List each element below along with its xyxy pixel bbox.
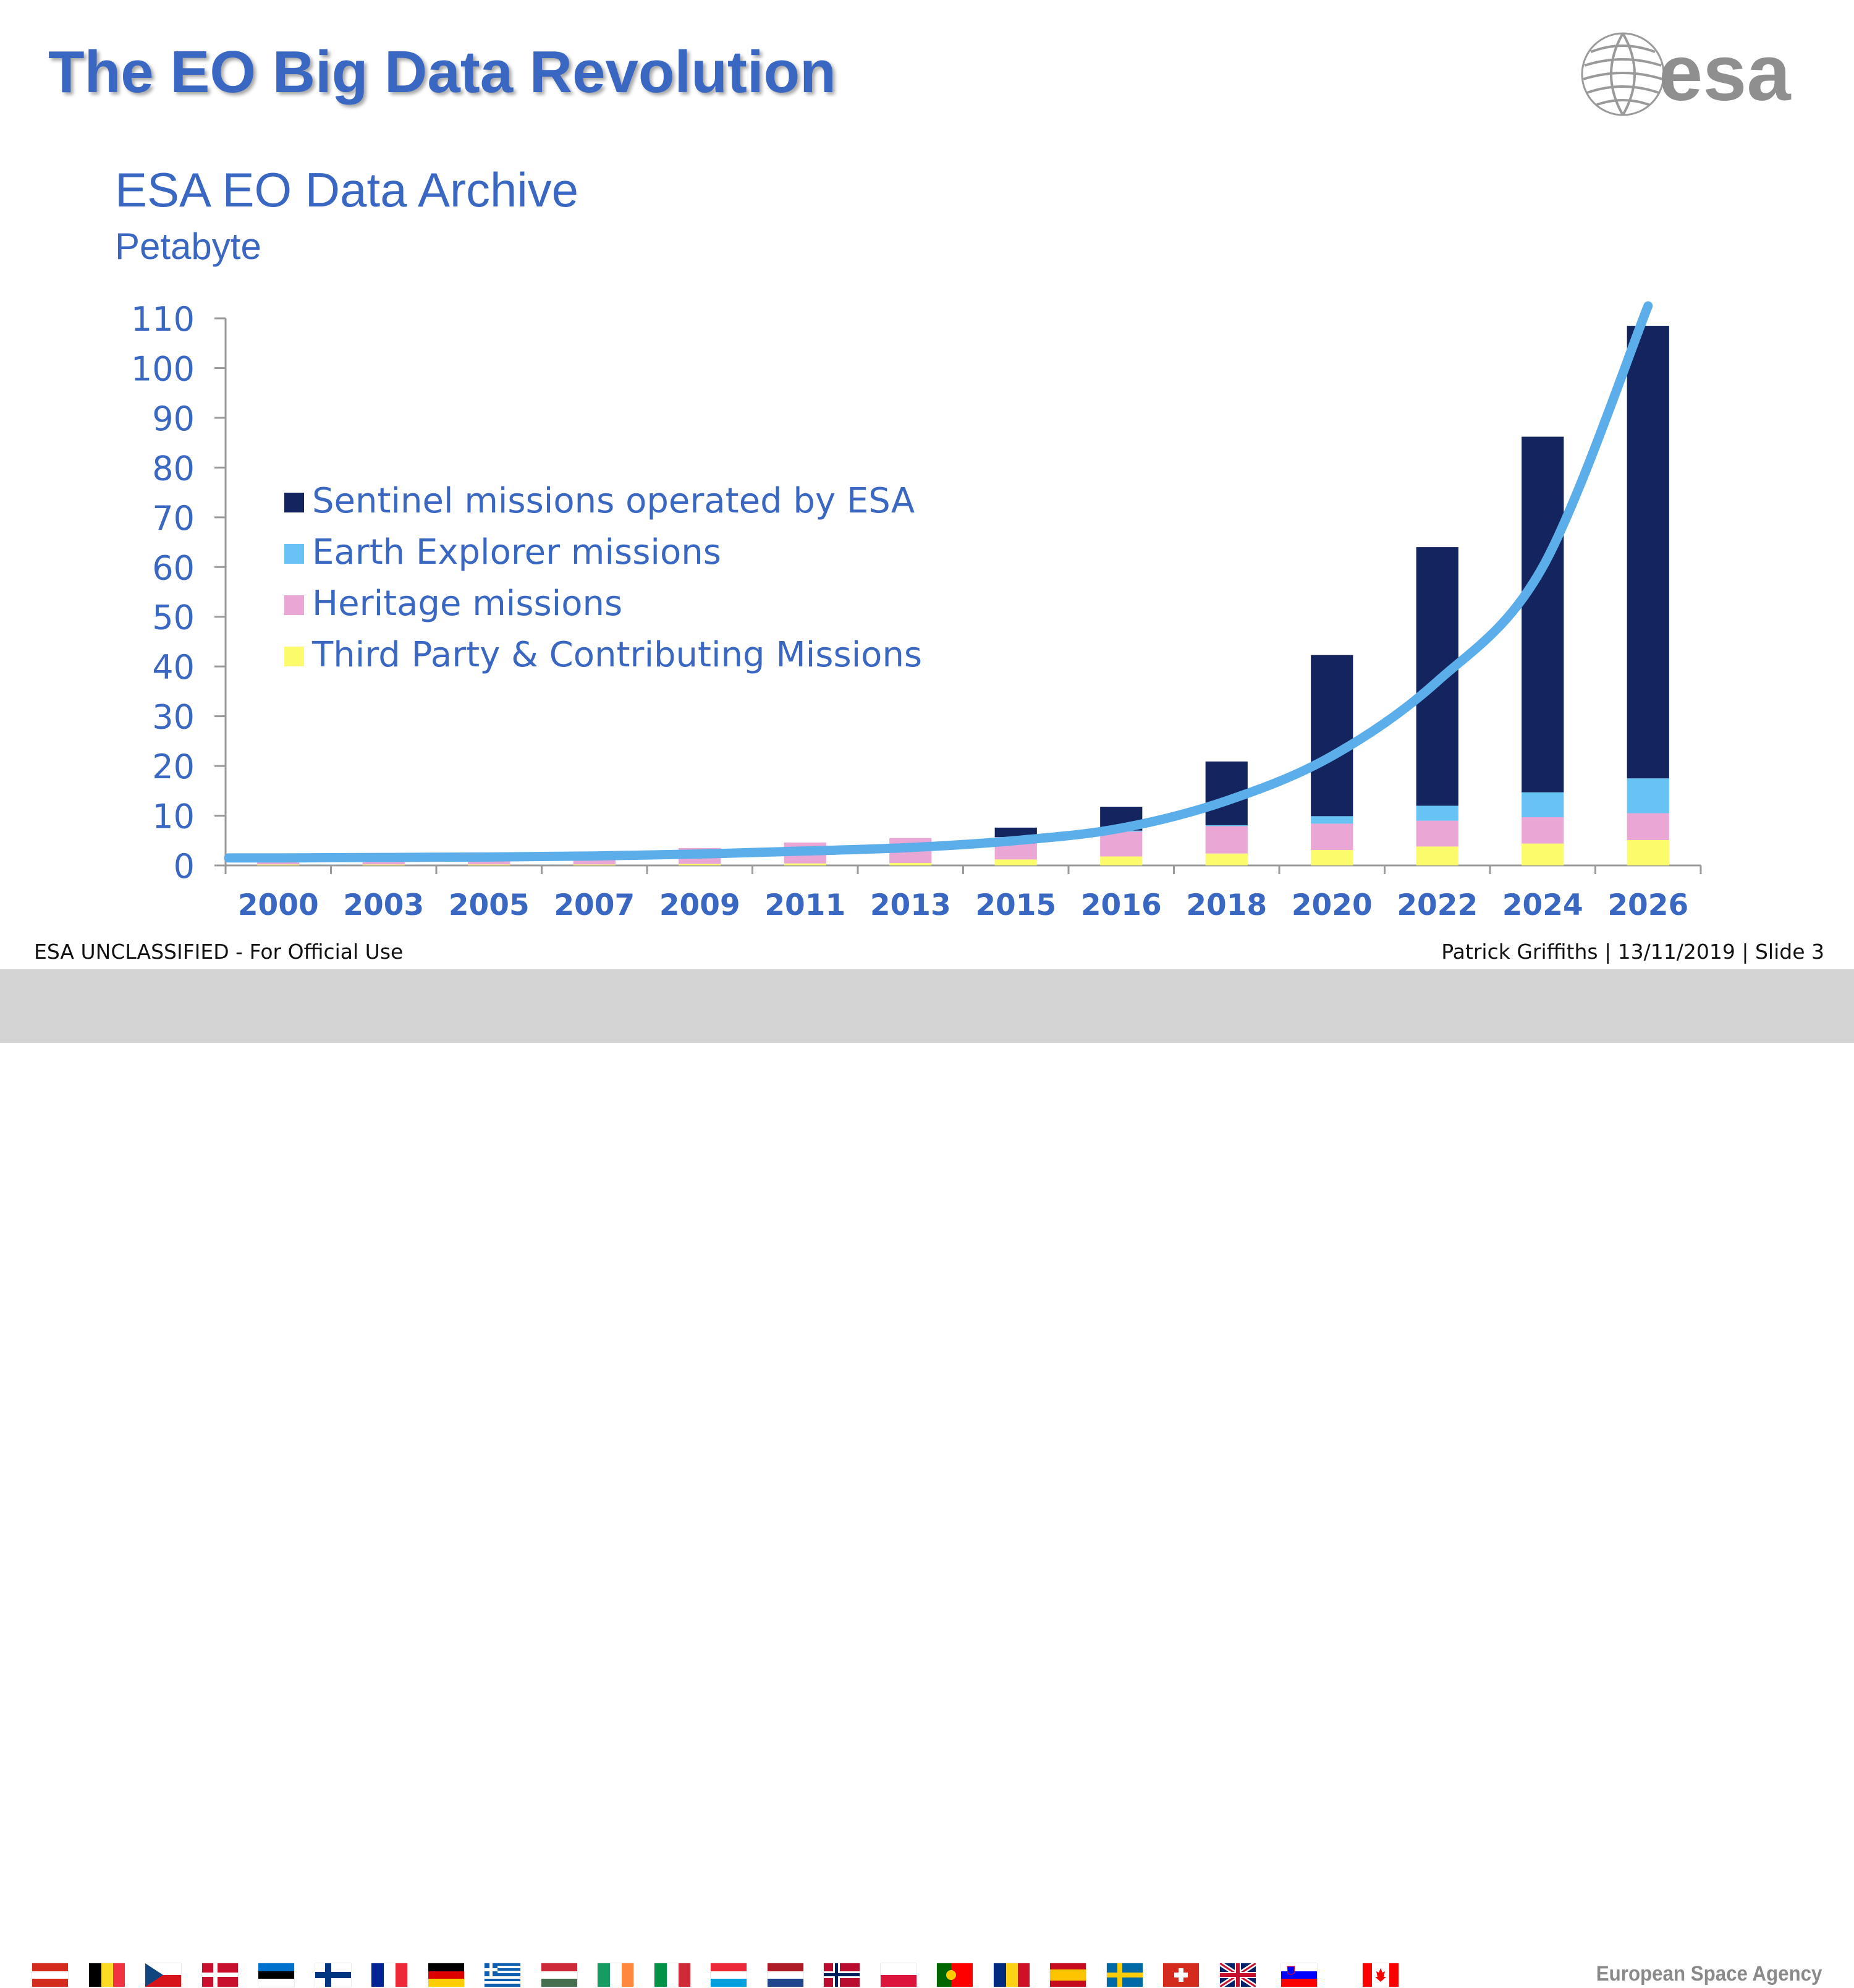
legend-swatch [284,595,304,615]
x-tick-label: 2003 [343,888,424,922]
portugal-flag [937,1963,973,1987]
bar-earth-explorer-missions-2020 [1311,816,1353,824]
y-tick-label: 90 [152,399,195,438]
legend-label: Third Party & Contributing Missions [311,635,922,675]
x-tick-label: 2013 [870,888,951,922]
bar-earth-explorer-missions-2018 [1205,825,1248,826]
slovenia-flag [1281,1963,1317,1987]
y-tick-label: 50 [152,598,195,637]
belgium-flag [88,1963,125,1987]
y-tick-label: 20 [152,747,195,786]
slide-title: The EO Big Data Revolution [48,39,836,105]
uk-flag [1219,1963,1256,1987]
y-tick-label: 30 [152,698,195,737]
esa-logo: esa [1575,27,1828,126]
x-tick-label: 2022 [1397,888,1478,922]
esa-logo-text: esa [1659,29,1791,117]
legend-swatch [284,493,304,512]
bar-heritage-missions-2020 [1311,823,1353,851]
agency-name: European Space Agency [1596,1962,1822,1986]
canada-flag [1362,1963,1399,1987]
germany-flag [428,1963,464,1987]
switzerland-flag [1163,1963,1199,1987]
y-tick-label: 70 [152,499,195,538]
classification-label: ESA UNCLASSIFIED - For Official Use [34,940,404,964]
bar-third-party-contributing-missions-2015 [994,859,1037,865]
x-tick-label: 2018 [1186,888,1267,922]
x-tick-label: 2007 [554,888,635,922]
bar-sentinel-missions-operated-by-esa-2024 [1522,436,1564,792]
y-tick-label: 100 [131,349,195,388]
y-tick-label: 10 [152,797,195,836]
esa-globe-icon [1581,32,1665,116]
legend-swatch [284,647,304,666]
czech-flag [145,1963,181,1987]
bar-third-party-contributing-missions-2020 [1311,850,1353,865]
bar-third-party-contributing-missions-2018 [1205,853,1248,865]
italy-flag [654,1963,690,1987]
x-tick-label: 2005 [449,888,530,922]
y-tick-label: 60 [152,548,195,587]
x-tick-label: 2026 [1607,888,1688,922]
x-tick-label: 2009 [659,888,740,922]
netherlands-flag [767,1963,803,1987]
bar-third-party-contributing-missions-2003 [362,864,405,865]
greece-flag [485,1963,520,1987]
legend-label: Sentinel missions operated by ESA [312,481,915,521]
member-flags-bar: European Space Agency [0,969,1854,1987]
bar-third-party-contributing-missions-2011 [784,863,826,865]
bar-third-party-contributing-missions-2013 [889,862,932,865]
bar-earth-explorer-missions-2024 [1522,792,1564,817]
chart-subtitle: ESA EO Data Archive [115,163,579,217]
bar-third-party-contributing-missions-2005 [468,864,510,865]
x-tick-label: 2024 [1502,888,1583,922]
bar-heritage-missions-2016 [1100,831,1143,857]
ireland-flag [598,1963,633,1987]
x-tick-label: 2000 [238,888,319,922]
romania-flag [993,1963,1030,1987]
x-tick-label: 2016 [1081,888,1162,922]
bar-heritage-missions-2018 [1205,826,1248,854]
bar-earth-explorer-missions-2026 [1627,778,1669,813]
poland-flag [880,1963,916,1987]
bar-third-party-contributing-missions-2009 [679,864,721,865]
estonia-flag [258,1963,294,1987]
x-tick-label: 2020 [1292,888,1373,922]
bar-third-party-contributing-missions-2026 [1627,839,1669,865]
bar-third-party-contributing-missions-2016 [1100,856,1143,865]
archive-chart: 0 10 20 30 40 50 60 70 80 90 100 110 2000 2003 2005 200… [131,300,1702,922]
y-tick-label: 40 [152,648,195,687]
france-flag [371,1963,407,1987]
legend-swatch [284,544,304,564]
hungary-flag [541,1963,577,1987]
y-tick-label: 80 [152,449,195,488]
finland-flag [315,1963,351,1987]
bar-heritage-missions-2026 [1627,813,1669,840]
bar-sentinel-missions-operated-by-esa-2026 [1627,326,1669,779]
legend-label: Heritage missions [312,584,622,624]
unit-label: Petabyte [115,226,261,267]
bar-sentinel-missions-operated-by-esa-2020 [1311,655,1353,817]
bar-heritage-missions-2024 [1522,817,1564,844]
bar-sentinel-missions-operated-by-esa-2015 [994,827,1037,838]
sweden-flag [1106,1963,1143,1987]
bar-third-party-contributing-missions-2024 [1522,843,1564,865]
denmark-flag [201,1963,238,1987]
luxembourg-flag [711,1963,747,1987]
bar-heritage-missions-2022 [1416,820,1458,847]
bar-third-party-contributing-missions-2000 [257,864,300,865]
y-tick-label: 0 [174,847,195,886]
norway-flag [824,1963,860,1987]
austria-flag [32,1963,68,1987]
exponential-trend-line [224,301,1653,863]
x-tick-label: 2011 [764,888,845,922]
bar-earth-explorer-missions-2022 [1416,805,1458,821]
x-tick-label: 2015 [975,888,1056,922]
presenter-info: Patrick Griffiths | 13/11/2019 | Slide 3 [1441,940,1824,964]
legend-label: Earth Explorer missions [312,532,721,572]
spain-flag [1050,1963,1086,1987]
y-tick-label: 110 [131,300,195,339]
bar-third-party-contributing-missions-2007 [573,864,616,865]
bar-third-party-contributing-missions-2022 [1416,846,1458,865]
